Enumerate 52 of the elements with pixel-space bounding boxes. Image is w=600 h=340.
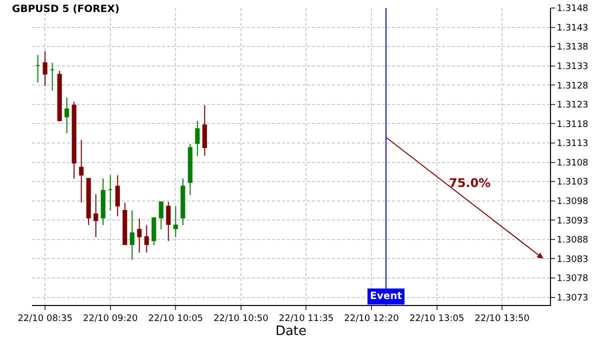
y-tick-label: 1.3098: [556, 197, 589, 208]
y-tick-label: 1.3128: [556, 81, 589, 92]
candlestick: [130, 210, 134, 260]
candlestick: [94, 194, 98, 238]
y-tick-label: 1.3073: [556, 293, 588, 304]
y-tick-label: 1.3123: [556, 100, 588, 111]
y-tick-label: 1.3118: [556, 120, 589, 130]
candlestick: [64, 96, 70, 134]
y-tick-label: 1.3093: [556, 216, 588, 226]
candlestick: [86, 178, 91, 226]
candlestick: [173, 206, 178, 238]
candlestick: [108, 174, 113, 211]
candlestick: [180, 178, 186, 226]
x-tick-label: 22/10 11:35: [278, 314, 334, 324]
y-tick-label: 1.3088: [556, 236, 589, 246]
chart-title: GBPUSD 5 (FOREX): [12, 4, 120, 16]
candlestick: [166, 202, 171, 242]
x-tick-label: 22/10 10:05: [148, 314, 204, 324]
candlestick: [195, 120, 200, 156]
x-tick-label: 22/10 12:20: [344, 314, 400, 324]
ref-line-label: Event: [370, 291, 402, 302]
x-tick-label: 22/10 13:05: [409, 314, 464, 324]
y-tick-label: 1.3103: [556, 178, 588, 188]
candlestick: [137, 218, 142, 254]
candlestick: [152, 217, 156, 246]
x-tick-label: 22/10 13:50: [474, 314, 530, 324]
candlestick: [72, 101, 76, 179]
x-tick-label: 22/10 10:50: [214, 314, 269, 324]
x-tick-label: 22/10 09:20: [82, 314, 138, 324]
y-tick-label: 1.3148: [556, 4, 589, 14]
y-tick-label: 1.3108: [556, 158, 589, 168]
candlestick: [36, 54, 40, 83]
candlestick: [202, 104, 207, 156]
candlestick: [100, 178, 106, 226]
candlestick: [122, 202, 128, 245]
candlestick: [42, 50, 48, 86]
y-tick-label: 1.3143: [556, 23, 588, 34]
candlestick: [79, 139, 84, 203]
x-tick-label: 22/10 08:35: [18, 314, 72, 324]
y-tick-label: 1.3083: [556, 254, 588, 265]
candlestick: [115, 174, 120, 217]
x-axis-title: Date: [275, 324, 307, 339]
y-tick-label: 1.3113: [556, 139, 588, 150]
candlestick: [158, 202, 164, 230]
y-tick-label: 1.3138: [556, 42, 589, 53]
annotation: 75.0%: [449, 176, 491, 190]
candlestick: [50, 62, 55, 92]
candlestick: [144, 224, 149, 254]
candlestick: [57, 70, 62, 122]
y-tick-label: 1.3078: [556, 274, 589, 284]
candlestick: [188, 144, 192, 196]
y-tick-label: 1.3133: [556, 62, 588, 72]
